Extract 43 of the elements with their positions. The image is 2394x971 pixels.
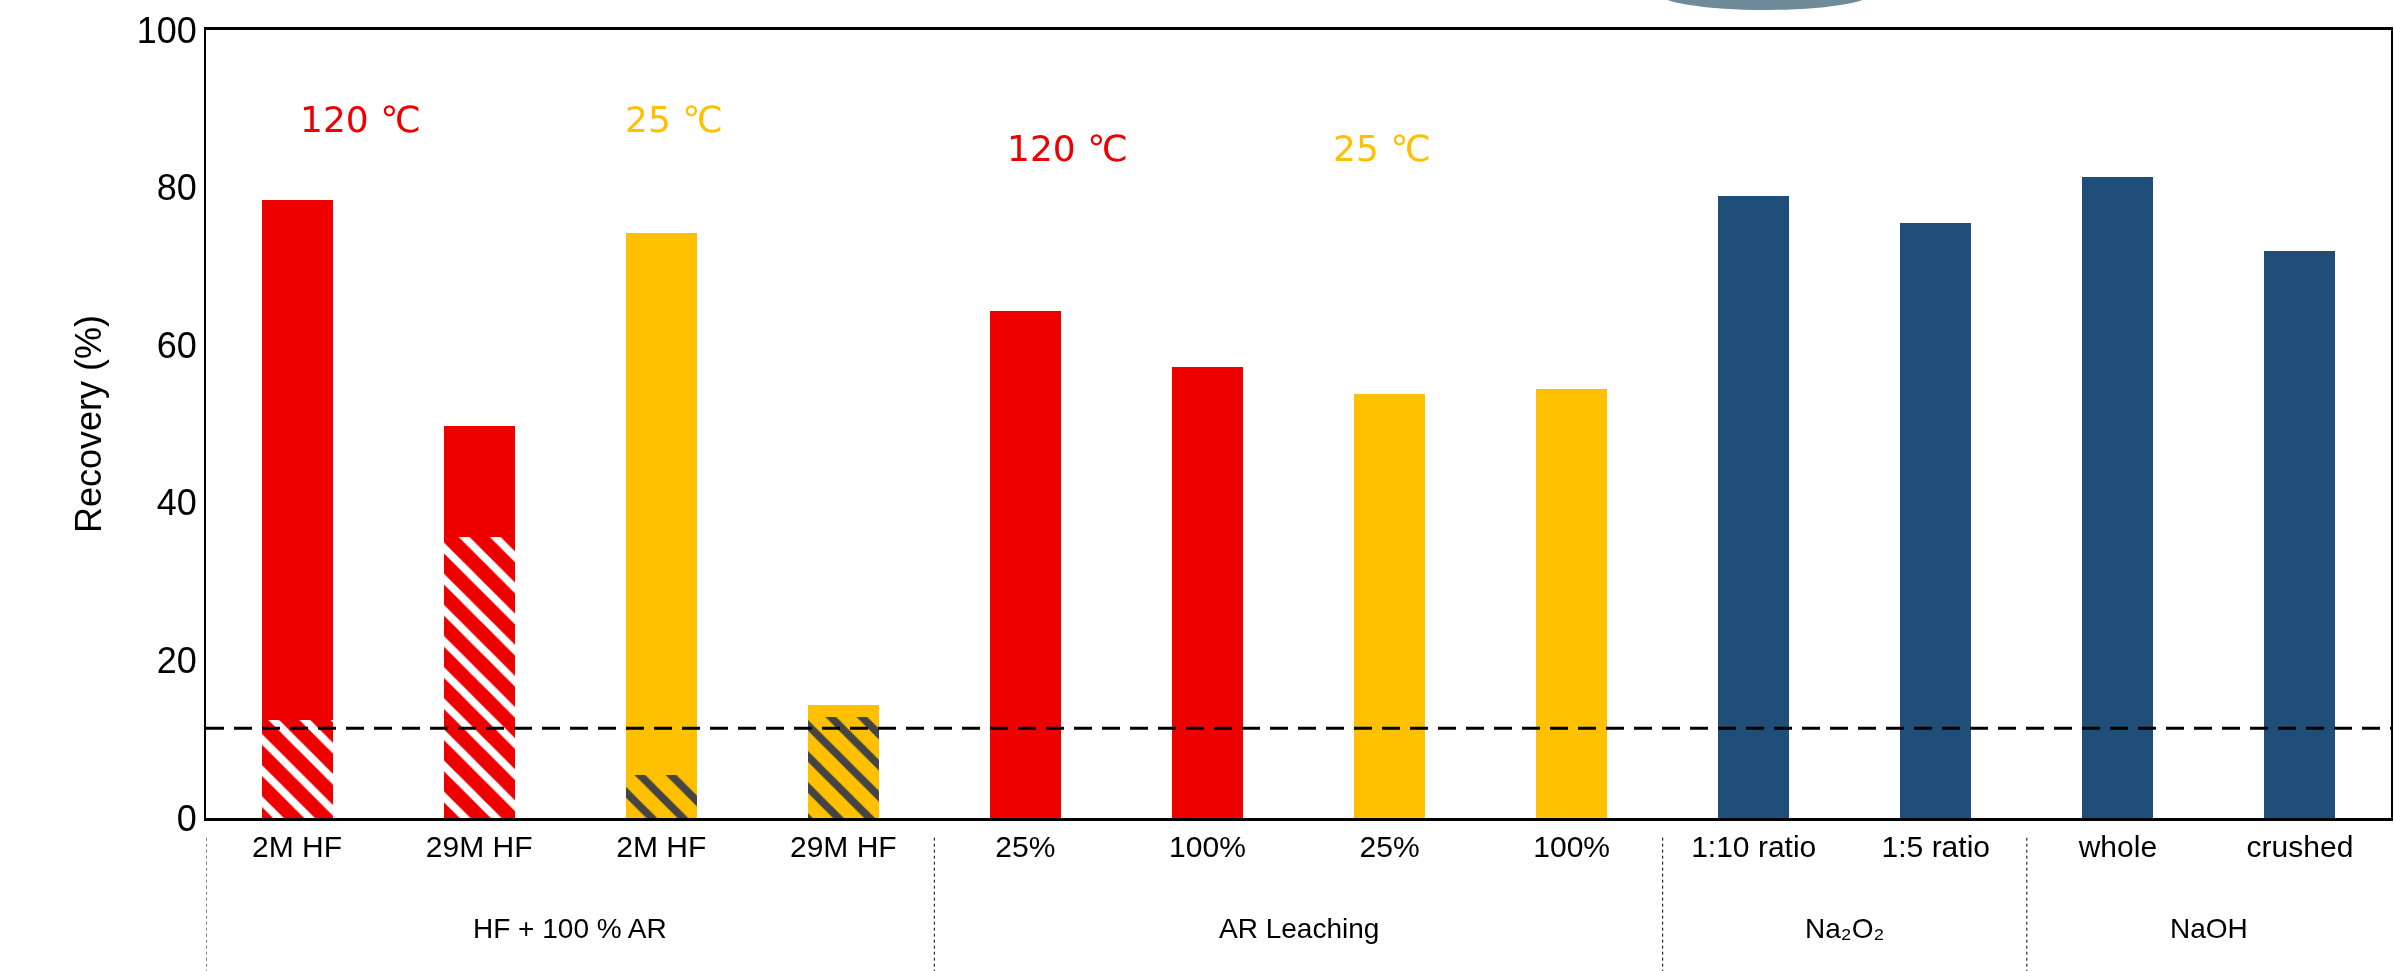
bar [1718,196,1790,818]
x-tick-label: 1:10 ratio [1691,830,1817,863]
text: AR Leaching [1219,913,1380,944]
annotation: 25 ℃ [1333,128,1431,169]
annotation: 120 ℃ [1007,128,1128,169]
x-tick-label: 2M HF [616,830,707,863]
x-tick-label: 29M HF [789,830,897,863]
annotation: 25 ℃ [625,99,723,140]
x-tick-label: 100% [1533,830,1610,863]
bar [443,536,515,818]
x-tick-label: 29M HF [425,830,533,863]
bar [625,775,697,818]
y-tick-label: 60 [156,324,197,366]
bar [989,311,1061,818]
bar [443,425,515,537]
x-tick-label: 100% [1169,830,1246,863]
bar [2082,177,2154,818]
y-tick-label: 40 [156,482,197,524]
y-tick-label: 20 [156,640,197,681]
bar [261,719,333,818]
bar [2264,251,2336,818]
y-tick-label: 0 [176,797,197,839]
bar [1354,394,1426,818]
annotation: 120 ℃ [300,99,421,140]
bar [261,200,333,720]
y-tick-label: 80 [156,167,197,209]
x-tick-label: 25% [995,830,1056,863]
text: HF + 100 % AR [473,913,667,944]
text: NaOH [2170,913,2248,944]
bar [1171,367,1243,818]
y-tick-label: 100 [136,9,197,51]
bar [1536,389,1608,818]
bar [807,717,879,818]
bar [1900,223,1972,818]
x-tick-label: 1:5 ratio [1881,830,1990,863]
bar [625,232,697,776]
x-tick-label: 2M HF [252,830,343,863]
x-tick-label: crushed [2246,830,2354,863]
bar [807,704,879,718]
x-tick-label: whole [2077,830,2158,863]
y-axis-title: Recovery (%) [68,314,110,534]
x-tick-label: 25% [1359,830,1420,863]
text: Na₂O₂ [1805,913,1885,944]
